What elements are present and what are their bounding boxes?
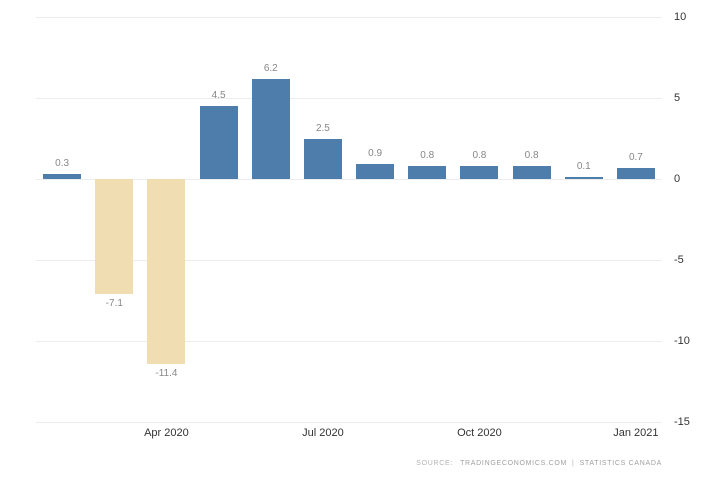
bar-oct-2020 [460,166,499,179]
y-tick-label: 0 [674,173,681,185]
x-tick-label: Apr 2020 [144,427,189,439]
bar-mar-2020 [95,179,134,294]
y-tick-label: -5 [674,254,684,266]
source-separator: | [572,460,575,467]
bar-value-label: 6.2 [263,62,278,74]
x-tick-label: Jan 2021 [613,427,659,439]
gridline [36,260,662,261]
gridline [36,422,662,423]
source-attribution: SOURCE: TRADINGECONOMICS.COM | STATISTICS C… [416,460,662,467]
bar-value-label: -11.4 [155,367,178,379]
bar-value-label: 0.9 [368,148,383,160]
bar-jul-2020 [303,138,342,179]
x-tick-label: Jul 2020 [302,427,344,439]
bar-jun-2020 [251,78,290,179]
bar-value-label: 0.1 [576,161,591,173]
bar-sep-2020 [408,166,447,179]
bar-value-label: 0.8 [420,150,435,161]
bar-value-label: 2.5 [315,122,330,134]
x-axis: Apr 2020 Jul 2020 Oct 2020 Jan 2021 [36,425,662,443]
y-tick-label: 10 [674,11,687,23]
bar-value-label: 0.8 [524,150,539,161]
source-provider: TRADINGECONOMICS.COM [460,460,568,467]
gridline [36,179,662,180]
bar-apr-2020 [147,179,186,364]
bar-value-label: -7.1 [105,298,123,309]
bar-may-2020 [199,106,238,179]
gridline [36,17,662,18]
y-axis: 10 5 0 -5 -10 -15 [674,11,724,428]
gridline [36,341,662,342]
bar-value-label: 0.7 [628,151,643,163]
bar-value-label: 0.3 [55,158,70,170]
y-tick-label: -15 [674,416,690,428]
bar-dec-2020 [564,177,603,179]
x-tick-label: Oct 2020 [457,427,502,439]
bar-aug-2020 [356,164,395,179]
bar-value-label: 0.8 [472,150,487,161]
gridline [36,98,662,99]
y-tick-label: 5 [674,92,681,104]
bar-nov-2020 [512,166,551,179]
y-tick-label: -10 [674,335,690,347]
bar-feb-2020 [43,174,82,179]
source-attribution-text: STATISTICS CANADA [579,460,662,467]
bar-value-label: 4.5 [211,90,226,102]
source-label: SOURCE: [416,460,454,467]
plot-area: 0.3 -7.1 -11.4 4.5 6.2 2.5 0.9 0.8 0.8 0.8 0.1 0.7 [36,17,662,423]
bar-jan-2021 [616,167,655,179]
